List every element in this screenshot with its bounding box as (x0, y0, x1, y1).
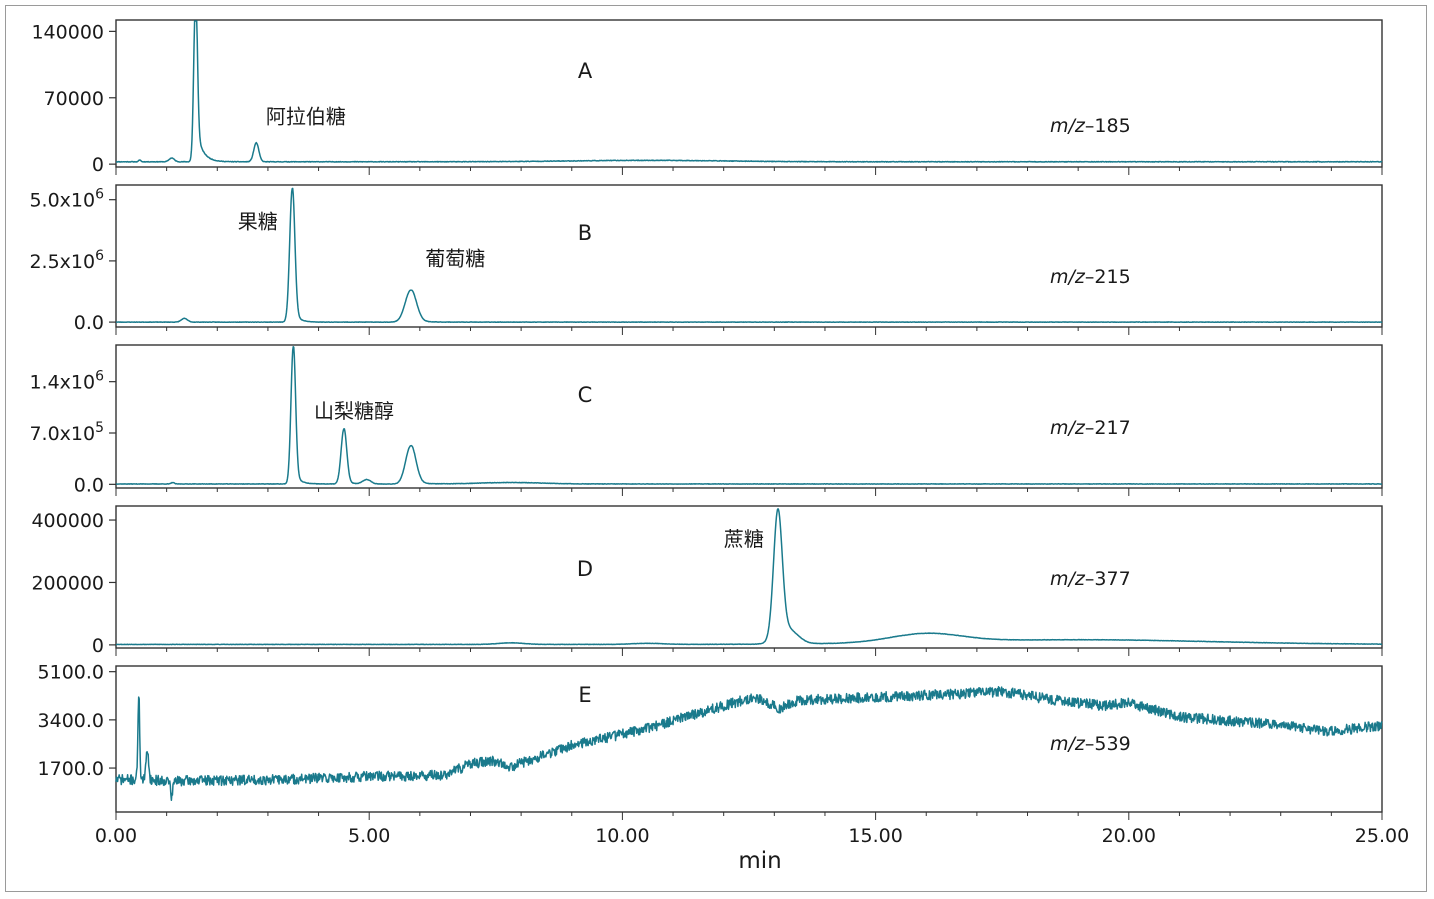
plot-area-frame (115, 505, 1383, 649)
x-tick-label: 10.00 (595, 825, 649, 847)
mz-label: m/z–377 (1050, 568, 1131, 590)
panel-d: 0 200000 400000 D m/z–377 蔗糖 (31, 505, 1383, 657)
chart-frame (5, 5, 1427, 892)
y-tick-label: 1700.0 (38, 758, 104, 780)
x-tick-label: 20.00 (1102, 825, 1156, 847)
mz-label: m/z–185 (1050, 115, 1131, 137)
panel-a: 0 70000 140000 Am/z–185 阿拉伯糖 (31, 19, 1383, 176)
plot-area-frame (115, 184, 1383, 328)
panel-label: C (578, 383, 593, 407)
panel-label: B (578, 221, 592, 245)
x-tick-label: 5.00 (348, 825, 390, 847)
plot-area-frame (115, 665, 1383, 813)
y-tick-label: 5100.0 (38, 662, 104, 684)
peak-annotation: 阿拉伯糖 (266, 105, 346, 129)
series-trace (115, 187, 1383, 324)
x-axis-title: min (738, 848, 781, 874)
peak-annotation: 蔗糖 (724, 527, 764, 551)
panel-c: 0.0 7.0x105 1.4x106 Cm/z–217 山梨糖醇 (29, 344, 1383, 496)
series-trace (115, 508, 1383, 646)
y-tick-label: 3400.0 (38, 710, 104, 732)
y-tick-label: 1.4x106 (29, 369, 104, 394)
y-tick-label: 5.0x106 (29, 187, 104, 212)
panel-e: 1700.0 3400.0 5100.0 Em/z–539 0.00 5.00 10.00 1… (38, 662, 1410, 847)
plot-area-frame (115, 19, 1383, 168)
peak-annotation: 果糖 (238, 210, 278, 234)
y-tick-label: 200000 (31, 572, 104, 594)
y-tick-label: 2.5x106 (29, 248, 104, 273)
panel-label: E (578, 683, 591, 707)
y-tick-label: 400000 (31, 510, 104, 532)
plot-area-frame (115, 344, 1383, 489)
y-tick-label: 7.0x105 (29, 420, 104, 445)
y-tick-label: 140000 (31, 21, 104, 43)
y-tick-label: 0 (92, 154, 104, 176)
series-trace (115, 20, 1383, 163)
mz-label: m/z–215 (1050, 266, 1131, 288)
mz-label: m/z–539 (1050, 733, 1131, 755)
y-tick-label: 0.0 (74, 312, 104, 334)
mz-label: m/z–217 (1050, 417, 1131, 439)
peak-annotation: 山梨糖醇 (314, 399, 394, 423)
y-tick-label: 70000 (44, 88, 104, 110)
x-tick-label: 25.00 (1355, 825, 1409, 847)
panel-label: A (578, 59, 593, 83)
y-tick-label: 0 (92, 635, 104, 657)
y-tick-label: 0.0 (74, 474, 104, 496)
x-tick-label: 0.00 (95, 825, 137, 847)
peak-annotation: 葡萄糖 (425, 246, 485, 270)
series-trace (115, 346, 1383, 485)
x-tick-label: 15.00 (848, 825, 902, 847)
panel-label: D (577, 557, 593, 581)
series-trace (115, 685, 1383, 802)
